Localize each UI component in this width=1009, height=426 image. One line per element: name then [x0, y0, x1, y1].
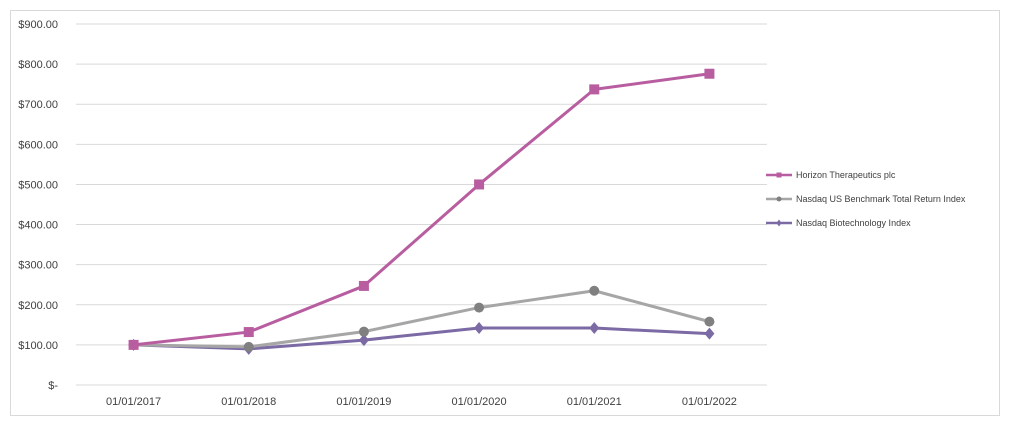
y-tick-label: $100.00: [18, 340, 58, 352]
series-0: [128, 68, 715, 350]
data-point-circle: [776, 196, 782, 202]
x-tick-label: 01/01/2020: [452, 396, 507, 408]
x-tick-label: 01/01/2021: [567, 396, 622, 408]
data-point-circle: [704, 316, 715, 327]
data-point-square: [358, 280, 369, 291]
chart-frame: [10, 10, 1000, 416]
data-point-diamond: [776, 219, 782, 227]
x-tick-label: 01/01/2022: [682, 396, 737, 408]
y-tick-label: $600.00: [18, 139, 58, 151]
x-tick-label: 01/01/2018: [221, 396, 276, 408]
series-layer: [128, 68, 715, 355]
y-tick-label: $500.00: [18, 179, 58, 191]
y-tick-label: $900.00: [18, 19, 58, 31]
legend-label: Nasdaq US Benchmark Total Return Index: [796, 194, 966, 204]
legend-item: Horizon Therapeutics plc: [766, 170, 896, 180]
y-tick-label: $700.00: [18, 99, 58, 111]
data-point-square: [474, 179, 485, 190]
data-point-square: [704, 68, 715, 79]
data-point-circle: [474, 302, 485, 313]
data-point-square: [776, 172, 782, 178]
legend: Horizon Therapeutics plc Nasdaq US Benchm…: [766, 170, 966, 228]
x-tick-label: 01/01/2017: [106, 396, 161, 408]
series-line: [133, 326, 710, 351]
legend-item: Nasdaq Biotechnology Index: [766, 218, 911, 228]
data-point-diamond: [474, 322, 485, 335]
y-tick-label: $400.00: [18, 220, 58, 232]
legend-item: Nasdaq US Benchmark Total Return Index: [766, 194, 966, 204]
data-point-circle: [243, 341, 254, 352]
y-tick-label: $200.00: [18, 300, 58, 312]
data-point-circle: [358, 326, 369, 337]
y-tick-label: $-: [48, 380, 58, 392]
series-1: [128, 285, 715, 352]
y-tick-label: $800.00: [18, 59, 58, 71]
data-point-square: [589, 84, 600, 95]
data-point-square: [128, 339, 139, 350]
series-line: [133, 289, 710, 349]
data-point-diamond: [589, 322, 600, 335]
data-point-diamond: [358, 334, 369, 347]
x-tick-label: 01/01/2019: [336, 396, 391, 408]
axes: $- $100.00 $200.00 $300.00 $400.00 $500.00 $60…: [18, 19, 737, 408]
data-point-circle: [589, 285, 600, 296]
y-tick-label: $300.00: [18, 260, 58, 272]
legend-label: Horizon Therapeutics plc: [796, 170, 896, 180]
series-2: [128, 322, 715, 355]
series-line: [133, 72, 710, 347]
data-point-diamond: [704, 327, 715, 340]
legend-label: Nasdaq Biotechnology Index: [796, 218, 911, 228]
data-point-square: [243, 327, 254, 338]
